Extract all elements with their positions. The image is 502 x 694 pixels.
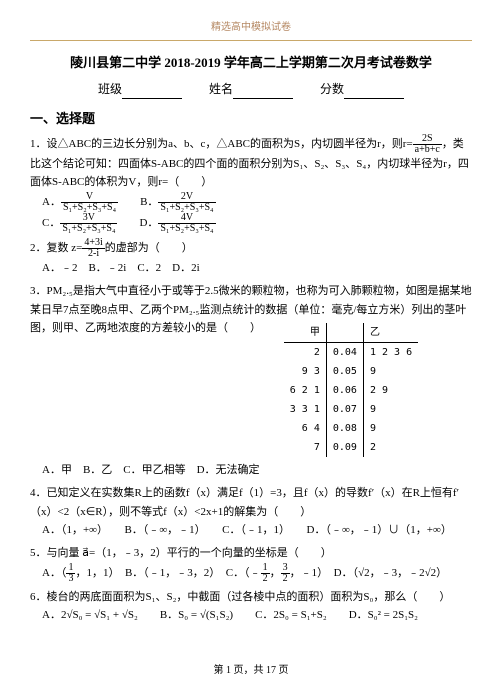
stem-head-r: 乙 [363,323,418,343]
name-blank [233,86,293,99]
score-blank [344,86,404,99]
page-footer: 第 1 页，共 17 页 [0,663,502,679]
q1-opt-a: VS₁+S₂+S₃+S₄ [61,192,118,213]
watermark: 精选高中模拟试卷 [30,20,472,36]
q2-text-a: 2．复数 z= [30,242,82,254]
q3-options: A．甲 B．乙 C．甲乙相等 D．无法确定 [42,461,472,480]
q1-frac: 2Sa+b+c [413,134,442,155]
exam-title: 陵川县第二中学 2018-2019 学年高二上学期第二次月考试卷数学 [30,53,472,74]
class-label: 班级 [98,82,122,96]
q5-frac-c2: 32 [281,563,290,584]
q2-text-b: 的虚部为（ ） [105,242,193,254]
stem-head-l: 甲 [284,323,327,343]
class-blank [122,86,182,99]
question-6: 6．棱台的两底面面积为S₁、S₂，中截面（过各棱中点的面积）面积为S₀，那么（ … [30,588,472,625]
question-1: 1．设△ABC的三边长分别为a、b、c，△ABC的面积为S，内切圆半径为r，则r… [30,134,472,234]
q1-opt-c: 3VS₁+S₂+S₃+S₄ [60,213,117,234]
q4-text: 4．已知定义在实数集R上的函数f（x）满足f（1）=3，且f（x）的导数f′（x… [30,487,459,518]
question-2: 2．复数 z=4+3i2-i的虚部为（ ） A．﹣2 B．﹣2i C．2 D．2… [30,238,472,278]
q1-opt-b: 2VS₁+S₂+S₃+S₄ [158,192,215,213]
q1-opt-d: 4VS₁+S₂+S₃+S₄ [158,213,215,234]
question-3: 3．PM₂.₅是指大气中直径小于或等于2.5微米的颗粒物，也称为可入肺颗粒物，如… [30,282,472,480]
q1-options: A．VS₁+S₂+S₃+S₄ B．2VS₁+S₂+S₃+S₄ C．3VS₁+S₂… [42,192,472,234]
exam-page: 精选高中模拟试卷 陵川县第二中学 2018-2019 学年高二上学期第二次月考试… [0,0,502,694]
stem-leaf-plot: 甲乙 20.041 2 3 6 9 30.059 6 2 10.062 9 3 … [284,323,418,457]
header-blanks: 班级 姓名 分数 [30,80,472,99]
q5-options: A．（13，1，1） B．（﹣1，﹣3，2） C．（﹣12，32，﹣1） D．（… [42,563,472,584]
name-label: 姓名 [209,82,233,96]
q6-text: 6．棱台的两底面面积为S₁、S₂，中截面（过各棱中点的面积）面积为S₀，那么（ … [30,591,450,603]
q5-frac-c1: 12 [261,563,270,584]
section-heading: 一、选择题 [30,109,472,130]
stem-head-m [326,323,363,343]
question-5: 5．与向量 a⃗=（1，﹣3，2）平行的一个向量的坐标是（ ） A．（13，1，… [30,544,472,584]
score-label: 分数 [320,82,344,96]
q5-text: 5．与向量 a⃗=（1，﹣3，2）平行的一个向量的坐标是（ ） [30,547,332,559]
q6-options: A．2√S₀ = √S₁ + √S₂ B．S₀ = √(S₁S₂) C．2S₀ … [42,606,472,625]
question-4: 4．已知定义在实数集R上的函数f（x）满足f（1）=3，且f（x）的导数f′（x… [30,484,472,540]
divider [30,40,472,41]
q4-options: A．（1，+∞） B．（﹣∞，﹣1） C．（﹣1，1） D．（﹣∞，﹣1）∪（1… [42,521,472,540]
q2-options: A．﹣2 B．﹣2i C．2 D．2i [42,259,472,278]
q2-frac: 4+3i2-i [82,238,104,259]
q1-text-a: 1．设△ABC的三边长分别为a、b、c，△ABC的面积为S，内切圆半径为r，则r… [30,138,413,150]
